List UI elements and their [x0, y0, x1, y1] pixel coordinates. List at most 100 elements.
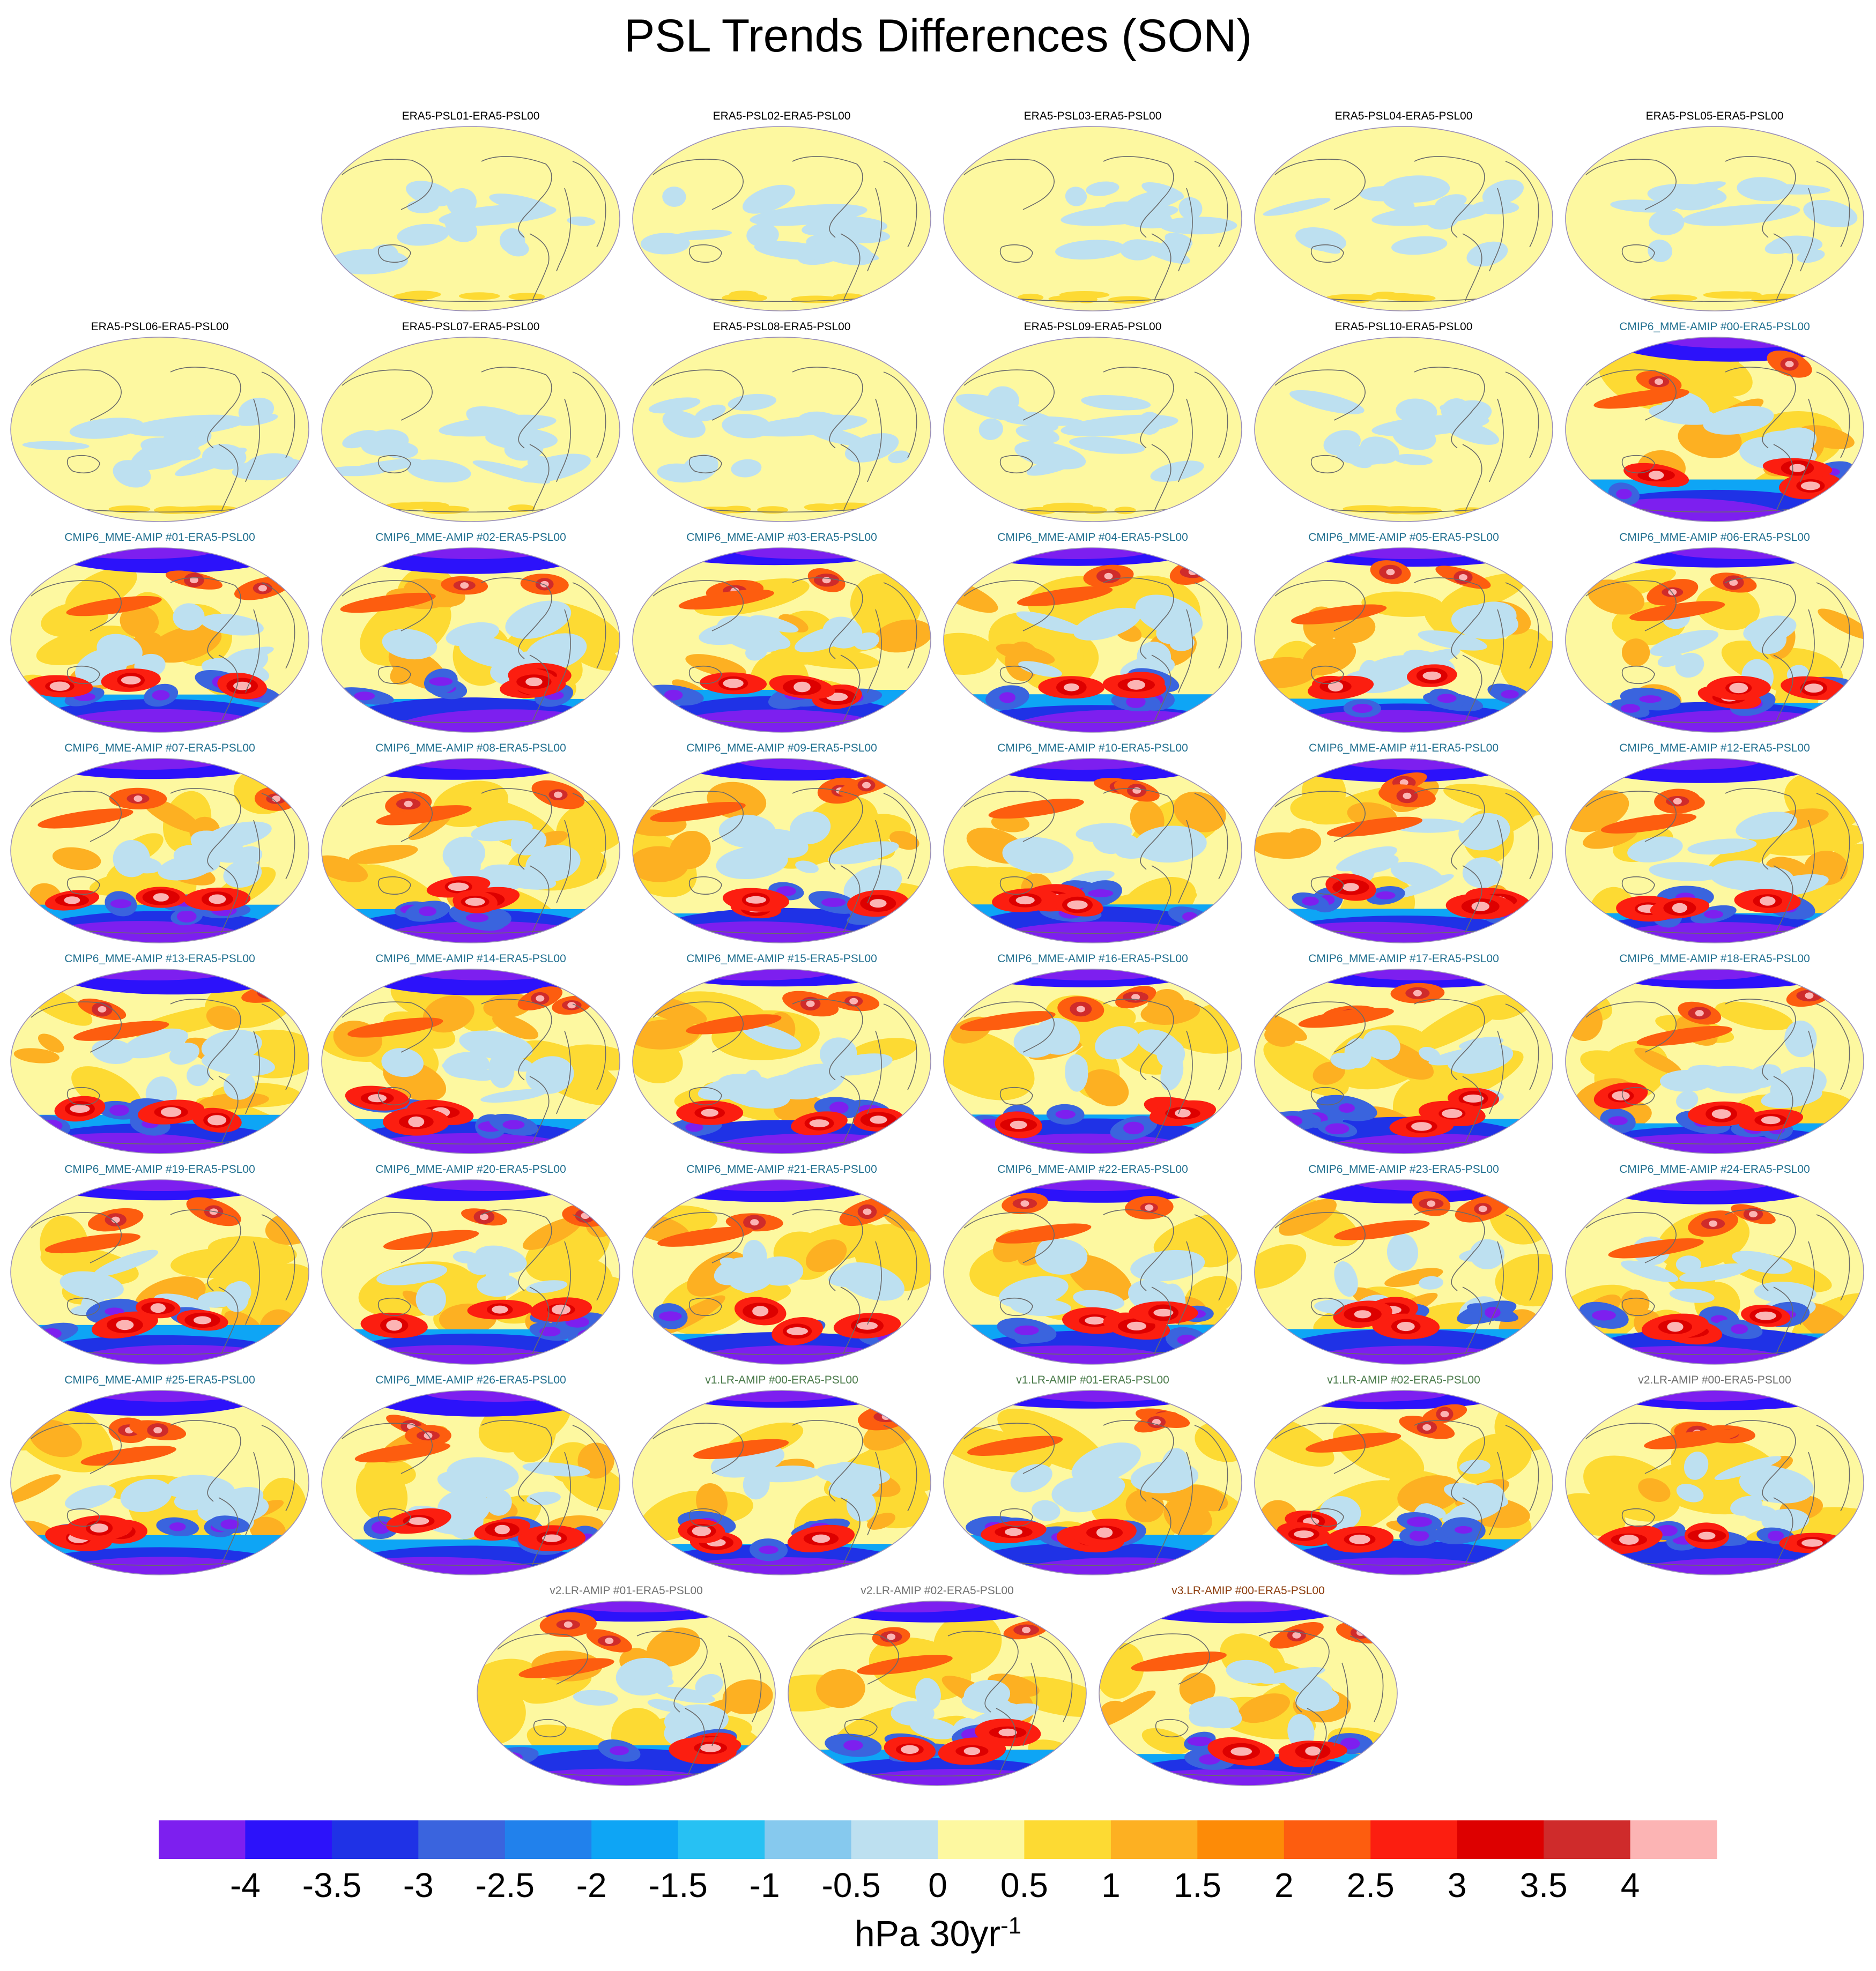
- negative-anomaly-patch: [685, 1122, 703, 1132]
- negative-anomaly-patch: [843, 1740, 863, 1751]
- robinson-map: [632, 1179, 931, 1365]
- negative-anomaly-patch: [439, 414, 557, 437]
- coastline: [261, 1425, 295, 1512]
- negative-anomaly-patch: [539, 1327, 561, 1337]
- negative-anomaly-patch: [477, 1274, 520, 1297]
- panel-title: CMIP6_MME-AMIP #26-ERA5-PSL00: [375, 1374, 566, 1386]
- robinson-map: [321, 1390, 620, 1575]
- map-outline: [1254, 337, 1553, 522]
- coastline: [688, 1297, 722, 1317]
- robinson-map: [321, 547, 620, 733]
- positive-anomaly-patch: [173, 506, 213, 514]
- coastline: [808, 1633, 899, 1685]
- negative-anomaly-patch: [742, 184, 796, 214]
- colorbar-tick-label: -1: [749, 1866, 780, 1905]
- negative-anomaly-patch: [522, 1462, 590, 1477]
- coastline: [652, 159, 744, 210]
- map-outline: [321, 1390, 620, 1575]
- coastline: [1462, 865, 1482, 933]
- negative-anomaly-patch: [40, 1119, 63, 1132]
- negative-anomaly-patch: [1390, 861, 1444, 888]
- coastline: [556, 1241, 571, 1325]
- positive-anomaly-patch: [111, 1216, 120, 1223]
- negative-anomaly-patch: [1073, 607, 1141, 641]
- coastline: [688, 1087, 722, 1106]
- positive-anomaly-patch: [901, 1745, 919, 1754]
- map-outline: [1099, 1601, 1398, 1786]
- positive-anomaly-patch: [1175, 1109, 1191, 1118]
- map-outline: [788, 1601, 1087, 1786]
- coastline: [170, 788, 241, 870]
- coastline: [1773, 1286, 1793, 1355]
- negative-anomaly-patch: [1767, 1530, 1784, 1541]
- coastline: [883, 1003, 917, 1090]
- positive-anomaly-patch: [1334, 1220, 1430, 1240]
- coastline: [792, 156, 863, 238]
- negative-anomaly-patch: [1655, 181, 1726, 200]
- negative-anomaly-patch: [1616, 489, 1632, 500]
- coastline: [1505, 1003, 1539, 1090]
- coastline: [1274, 1423, 1366, 1474]
- colorbar-box: [418, 1820, 506, 1859]
- coastline: [792, 999, 863, 1081]
- negative-anomaly-patch: [1016, 611, 1083, 634]
- negative-anomaly-patch: [795, 860, 819, 873]
- negative-anomaly-patch: [731, 459, 762, 478]
- coastline: [883, 793, 917, 880]
- coastline: [867, 1241, 882, 1325]
- positive-anomaly-patch: [340, 592, 436, 613]
- negative-anomaly-patch: [22, 441, 90, 450]
- negative-anomaly-patch: [1028, 1390, 1178, 1402]
- coastline: [342, 580, 433, 631]
- negative-anomaly-patch: [821, 898, 846, 907]
- map-outline: [632, 758, 931, 943]
- negative-anomaly-patch: [1302, 896, 1319, 906]
- robinson-map: [477, 1601, 776, 1786]
- negative-anomaly-patch: [91, 1039, 135, 1065]
- coastline: [1310, 1508, 1344, 1527]
- map-panel: v3.LR-AMIP #00-ERA5-PSL00: [1098, 1585, 1398, 1788]
- coastline: [481, 1209, 552, 1291]
- negative-anomaly-patch: [1650, 630, 1719, 657]
- positive-anomaly-patch: [492, 1014, 539, 1040]
- negative-anomaly-patch: [1071, 1442, 1141, 1484]
- positive-anomaly-patch: [1634, 1047, 1682, 1075]
- panel-title: v1.LR-AMIP #02-ERA5-PSL00: [1327, 1374, 1480, 1386]
- coastline: [652, 1212, 744, 1263]
- coastline: [556, 1452, 571, 1536]
- positive-anomaly-patch: [1125, 1489, 1165, 1522]
- coastline: [1773, 233, 1793, 301]
- coastline: [1414, 788, 1485, 870]
- coastline: [1274, 580, 1366, 631]
- panel-title: CMIP6_MME-AMIP #25-ERA5-PSL00: [64, 1374, 255, 1386]
- map-panel: CMIP6_MME-AMIP #08-ERA5-PSL00: [321, 742, 621, 946]
- positive-anomaly-patch: [857, 1321, 878, 1330]
- map-outline: [10, 337, 309, 522]
- coastline: [170, 999, 241, 1081]
- negative-anomaly-patch: [1352, 704, 1373, 713]
- map-panel: CMIP6_MME-AMIP #02-ERA5-PSL00: [321, 531, 621, 735]
- coastline: [31, 791, 122, 842]
- map-panel: CMIP6_MME-AMIP #03-ERA5-PSL00: [632, 531, 932, 735]
- negative-anomaly-patch: [78, 969, 228, 980]
- coastline: [1816, 1003, 1850, 1090]
- negative-anomaly-patch: [662, 410, 706, 438]
- coastline: [1151, 1286, 1171, 1355]
- robinson-map: [10, 1179, 309, 1365]
- positive-anomaly-patch: [479, 1214, 488, 1221]
- positive-anomaly-patch: [678, 589, 774, 610]
- coastline: [1258, 1631, 1330, 1713]
- coastline: [999, 876, 1033, 895]
- negative-anomaly-patch: [516, 453, 591, 483]
- negative-anomaly-patch: [381, 1048, 424, 1077]
- robinson-map: [10, 1390, 309, 1575]
- negative-anomaly-patch: [244, 453, 297, 481]
- colorbar-tick-label: 3: [1447, 1866, 1467, 1905]
- negative-anomaly-patch: [1021, 1180, 1171, 1191]
- coastline: [245, 1241, 260, 1325]
- negative-anomaly-patch: [1703, 405, 1774, 435]
- positive-anomaly-patch: [1440, 1411, 1449, 1418]
- negative-anomaly-patch: [664, 689, 683, 701]
- negative-anomaly-patch: [499, 228, 525, 254]
- coastline: [1505, 1214, 1539, 1301]
